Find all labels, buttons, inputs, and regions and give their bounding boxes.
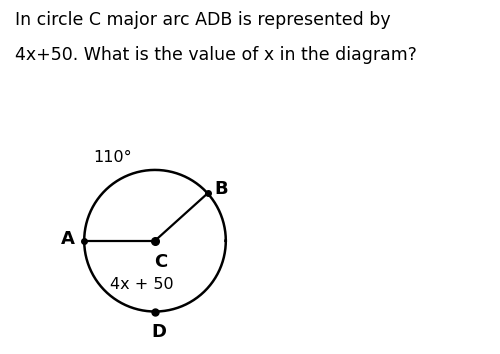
Text: A: A	[61, 230, 75, 248]
Text: 4x + 50: 4x + 50	[110, 277, 174, 292]
Text: C: C	[154, 253, 168, 271]
Text: 110°: 110°	[93, 150, 132, 165]
Text: In circle C major arc ADB is represented by: In circle C major arc ADB is represented…	[15, 11, 390, 29]
Text: B: B	[214, 180, 228, 198]
Text: D: D	[152, 323, 166, 341]
Text: 4x+50. What is the value of x in the diagram?: 4x+50. What is the value of x in the dia…	[15, 46, 417, 64]
